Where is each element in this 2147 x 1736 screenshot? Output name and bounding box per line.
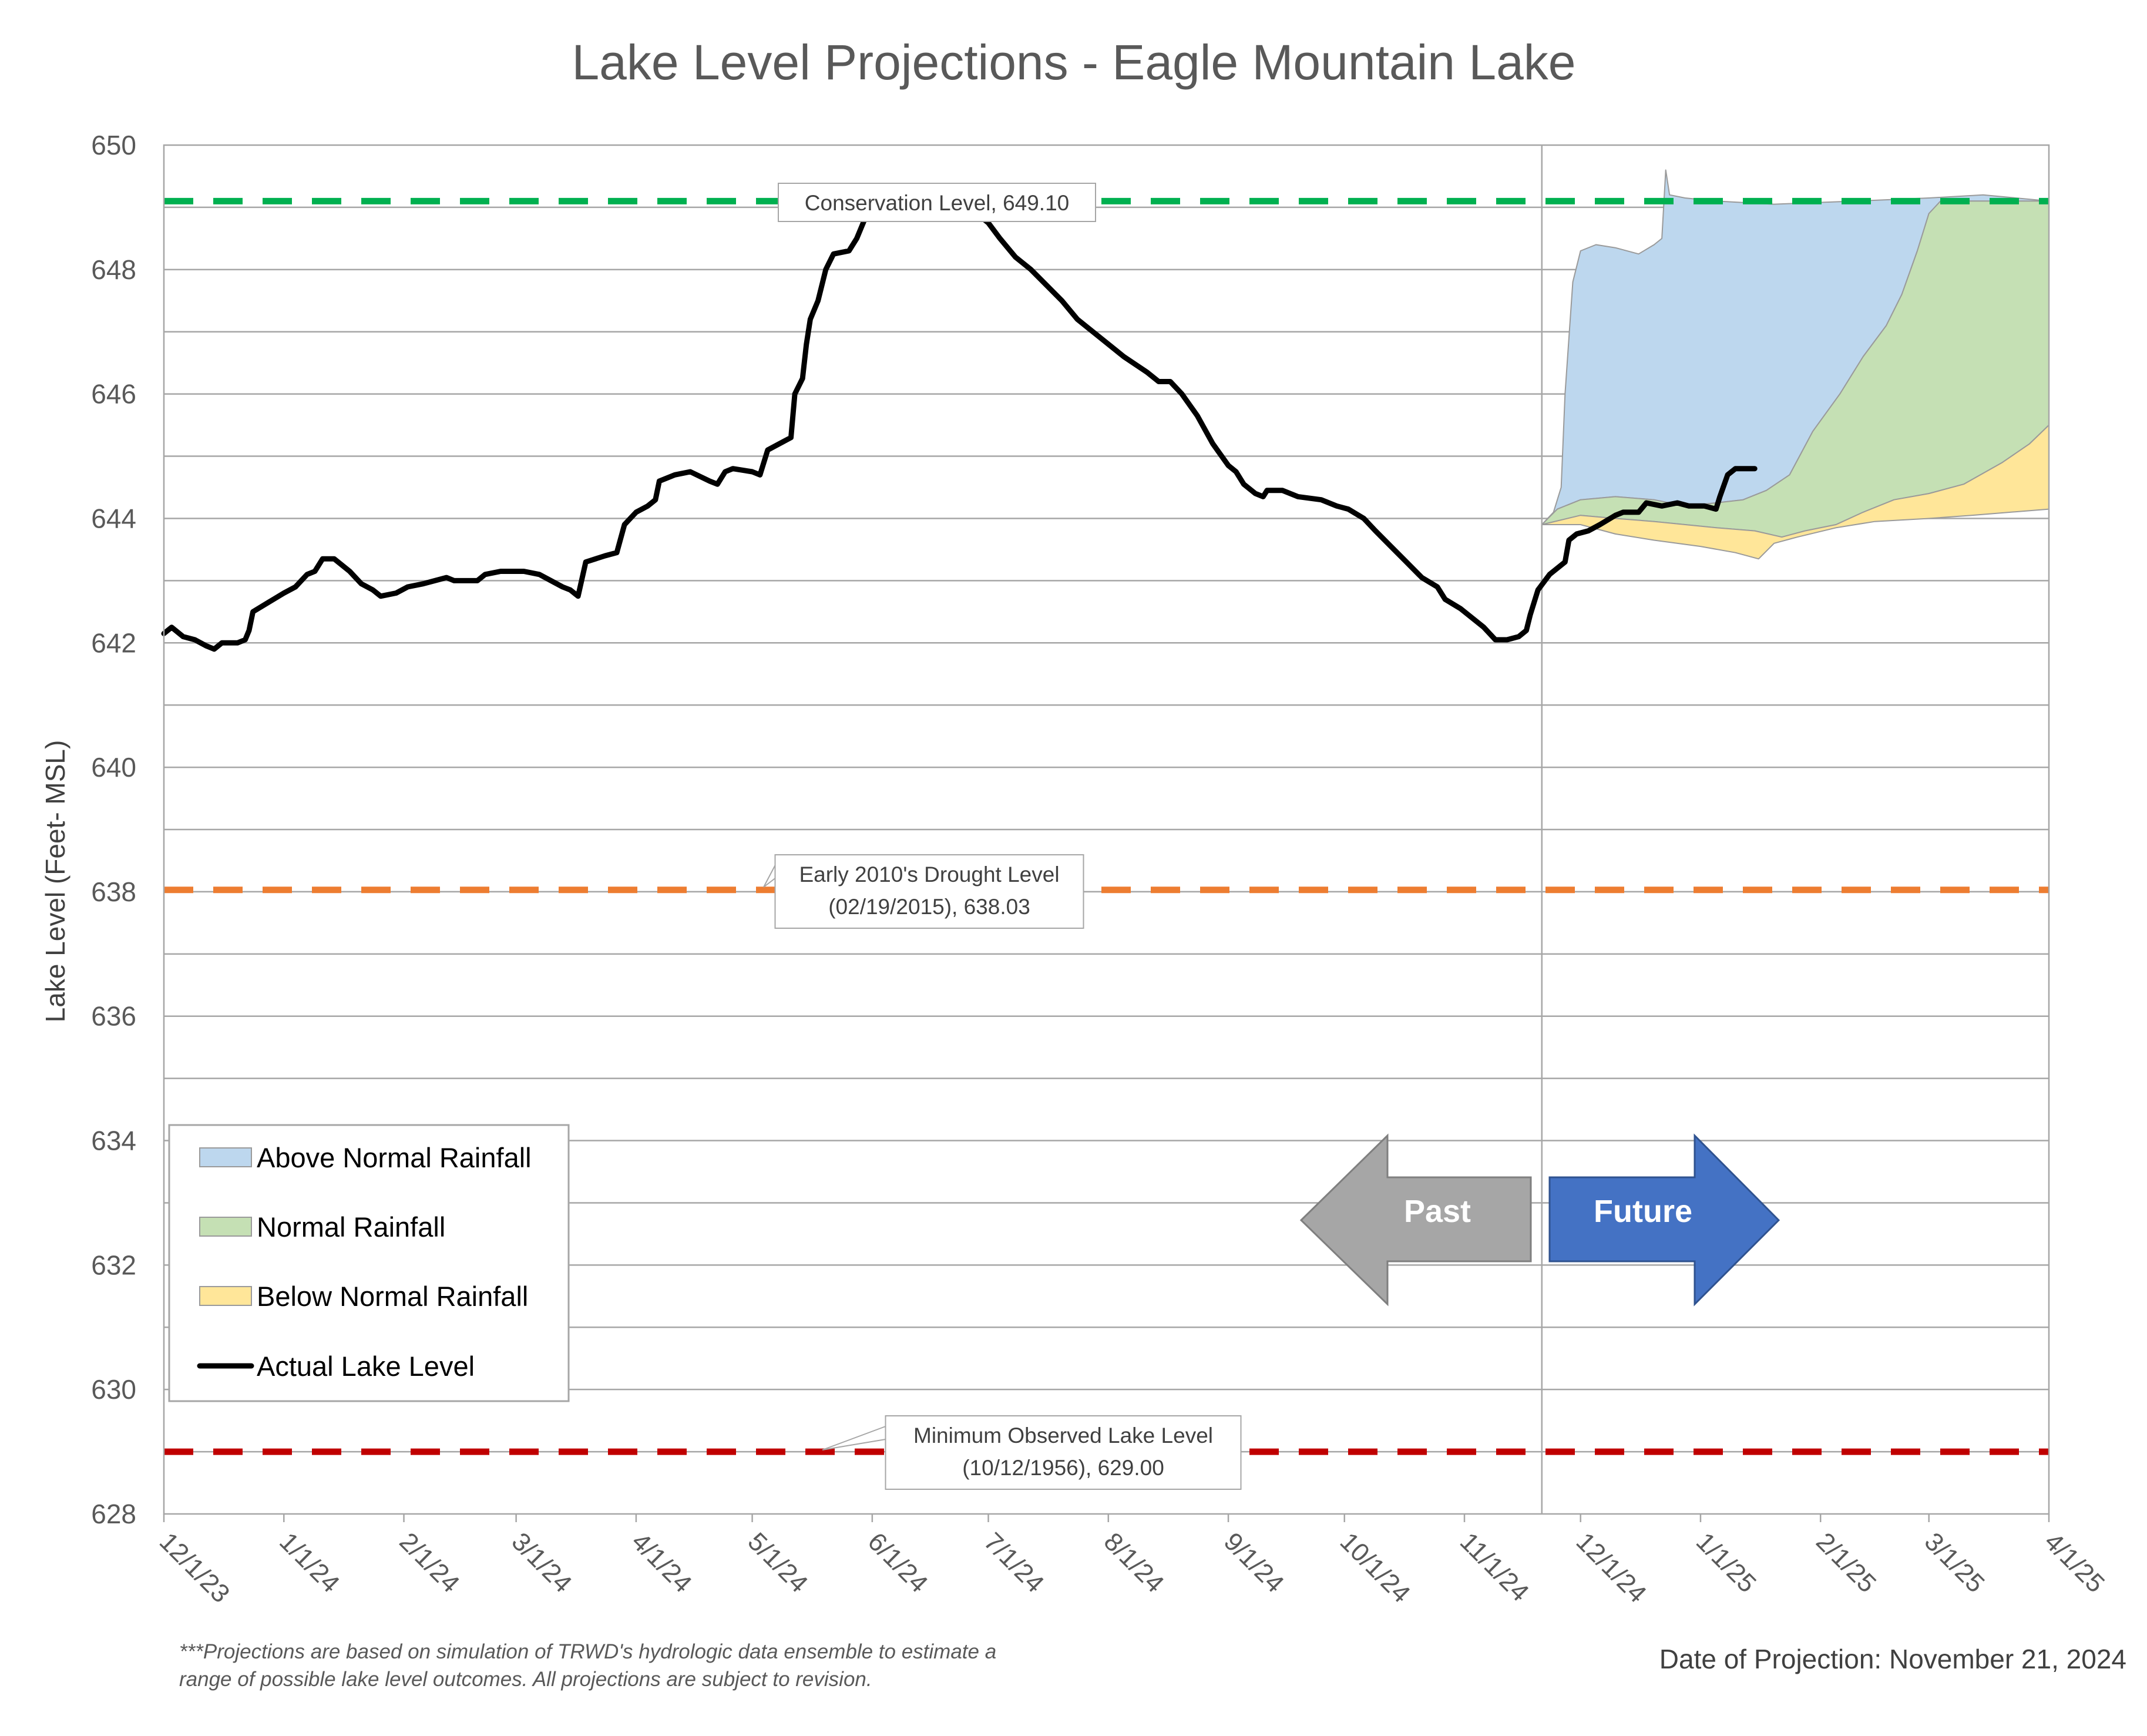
legend-label-4: Actual Lake Level xyxy=(257,1351,475,1382)
y-tick-634: 634 xyxy=(91,1126,136,1156)
reference-labels: Conservation Level, 649.10 Early 2010's D… xyxy=(763,183,1242,1490)
y-tick-650: 650 xyxy=(91,130,136,160)
reference-label-text: Early 2010's Drought Level xyxy=(799,862,1059,887)
reference-label-box xyxy=(774,854,1084,929)
y-tick-642: 642 xyxy=(91,627,136,658)
legend-label-2: Normal Rainfall xyxy=(257,1211,445,1243)
footnote-line-2: range of possible lake level outcomes. A… xyxy=(179,1668,872,1691)
past-arrow xyxy=(1299,1133,1532,1307)
reference-label-text: (10/12/1956), 629.00 xyxy=(962,1456,1164,1480)
legend-swatch-1 xyxy=(199,1147,252,1167)
reference-label-box xyxy=(885,1415,1242,1490)
reference-label-text: Minimum Observed Lake Level xyxy=(913,1423,1213,1448)
footnote: ***Projections are based on simulation o… xyxy=(179,1640,996,1691)
plot-frame xyxy=(163,144,2050,1515)
footnote-line-1: ***Projections are based on simulation o… xyxy=(179,1640,996,1663)
y-tick-648: 648 xyxy=(91,254,136,285)
chart-title: Lake Level Projections - Eagle Mountain … xyxy=(572,35,1575,90)
y-tick-630: 630 xyxy=(91,1374,136,1405)
y-tick-636: 636 xyxy=(91,1001,136,1032)
future-arrow xyxy=(1548,1133,1780,1307)
y-axis-label: Lake Level (Feet- MSL) xyxy=(40,740,70,1023)
future-arrow-label: Future xyxy=(1594,1194,1692,1229)
y-tick-638: 638 xyxy=(91,877,136,907)
y-tick-640: 640 xyxy=(91,752,136,783)
legend: Above Normal Rainfall Normal Rainfall Belo… xyxy=(168,1124,570,1402)
reference-label-3: Minimum Observed Lake Level (10/12/1956),… xyxy=(822,1415,1242,1490)
reference-label-text: (02/19/2015), 638.03 xyxy=(828,895,1030,919)
y-tick-646: 646 xyxy=(91,379,136,409)
past-future-arrows: Past Future xyxy=(1299,1133,1780,1307)
date-of-projection: Date of Projection: November 21, 2024 xyxy=(1659,1644,2126,1674)
legend-box xyxy=(168,1124,570,1402)
legend-label-1: Above Normal Rainfall xyxy=(257,1142,532,1173)
legend-swatch-2 xyxy=(199,1217,252,1237)
past-arrow-label: Past xyxy=(1404,1194,1471,1229)
legend-label-3: Below Normal Rainfall xyxy=(257,1281,528,1312)
reference-label-text: Conservation Level, 649.10 xyxy=(805,191,1069,215)
legend-swatch-3 xyxy=(199,1286,252,1306)
reference-label-box xyxy=(778,183,1096,222)
y-tick-632: 632 xyxy=(91,1250,136,1280)
y-tick-644: 644 xyxy=(91,503,136,533)
y-tick-628: 628 xyxy=(91,1499,136,1529)
y-tick-labels: 628 630 632 634 636 638 640 642 644 646 648 650 xyxy=(91,130,136,1529)
plot-border xyxy=(163,144,2050,1515)
reference-label-2: Early 2010's Drought Level (02/19/2015), … xyxy=(763,854,1084,929)
reference-label-1: Conservation Level, 649.10 xyxy=(778,183,1096,222)
area-below-normal-rainfall xyxy=(1541,424,2049,560)
